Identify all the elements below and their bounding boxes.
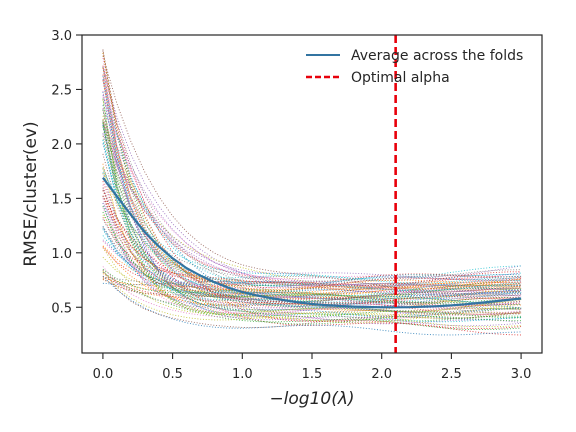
- y-tick-label: 0.5: [51, 301, 72, 316]
- fold-curve: [102, 226, 522, 304]
- fold-curve: [102, 139, 522, 305]
- fold-curve: [102, 181, 522, 288]
- legend: Average across the folds Optimal alpha: [306, 48, 523, 86]
- fold-curve: [102, 94, 522, 295]
- fold-curve: [102, 79, 522, 280]
- fold-curve: [102, 79, 522, 327]
- fold-curve: [102, 98, 522, 325]
- fold-curve: [102, 67, 522, 294]
- fold-curve: [102, 107, 522, 311]
- fold-curve: [102, 135, 522, 319]
- fold-curve: [102, 167, 522, 314]
- fold-curve: [102, 67, 522, 287]
- fold-curve: [102, 55, 522, 292]
- fold-curve: [102, 214, 522, 300]
- average-line: [102, 177, 522, 309]
- fold-curve: [102, 172, 522, 284]
- fold-curve: [102, 52, 522, 291]
- fold-curve: [102, 211, 522, 310]
- fold-curve: [102, 229, 522, 296]
- x-axis-ticks: 0.0 0.5 1.0 1.5 2.0 2.5 3.0: [93, 353, 532, 382]
- fold-curve: [102, 271, 522, 331]
- fold-curve: [102, 168, 522, 292]
- fold-curve: [102, 57, 522, 293]
- fold-curve: [102, 126, 522, 319]
- x-axis-label: −log10(λ): [269, 389, 354, 409]
- fold-curve: [102, 134, 522, 278]
- fold-curve: [102, 110, 522, 314]
- fold-curve: [102, 79, 522, 290]
- legend-average-label: Average across the folds: [351, 48, 523, 64]
- fold-curve: [102, 275, 522, 307]
- fold-curve: [102, 124, 522, 308]
- x-tick-label: 2.5: [441, 367, 462, 382]
- x-tick-label: 0.0: [93, 367, 114, 382]
- y-axis-ticks: 0.5 1.0 1.5 2.0 2.5 3.0: [51, 29, 82, 316]
- x-tick-label: 3.0: [511, 367, 532, 382]
- x-tick-label: 0.5: [162, 367, 183, 382]
- fold-curve: [102, 67, 522, 290]
- fold-curves: [102, 49, 522, 336]
- fold-curve: [102, 270, 522, 321]
- fold-curve: [102, 247, 522, 288]
- x-tick-label: 1.5: [302, 367, 323, 382]
- fold-curve: [102, 173, 522, 328]
- x-tick-label: 1.0: [232, 367, 253, 382]
- fold-curve: [102, 269, 522, 328]
- fold-curve: [102, 139, 522, 323]
- y-tick-label: 3.0: [51, 29, 72, 44]
- fold-curve: [102, 80, 522, 291]
- y-tick-label: 2.0: [51, 138, 72, 153]
- y-tick-label: 1.0: [51, 247, 72, 262]
- fold-curve: [102, 124, 522, 294]
- y-tick-label: 2.5: [51, 83, 72, 98]
- fold-curve: [102, 120, 522, 300]
- fold-curve: [102, 190, 522, 289]
- fold-curve: [102, 66, 522, 309]
- y-axis-label: RMSE/cluster(ev): [21, 121, 41, 266]
- fold-curve: [102, 133, 522, 298]
- y-tick-label: 1.5: [51, 192, 72, 207]
- legend-optimal-label: Optimal alpha: [351, 70, 450, 86]
- fold-curve: [102, 74, 522, 336]
- fold-curve: [102, 109, 522, 290]
- fold-curve: [102, 195, 522, 304]
- fold-curve: [102, 99, 522, 322]
- fold-curve: [102, 153, 522, 294]
- fold-curve: [102, 119, 522, 293]
- average-series: [102, 177, 522, 309]
- x-tick-label: 2.0: [371, 367, 392, 382]
- fold-curve: [102, 91, 522, 287]
